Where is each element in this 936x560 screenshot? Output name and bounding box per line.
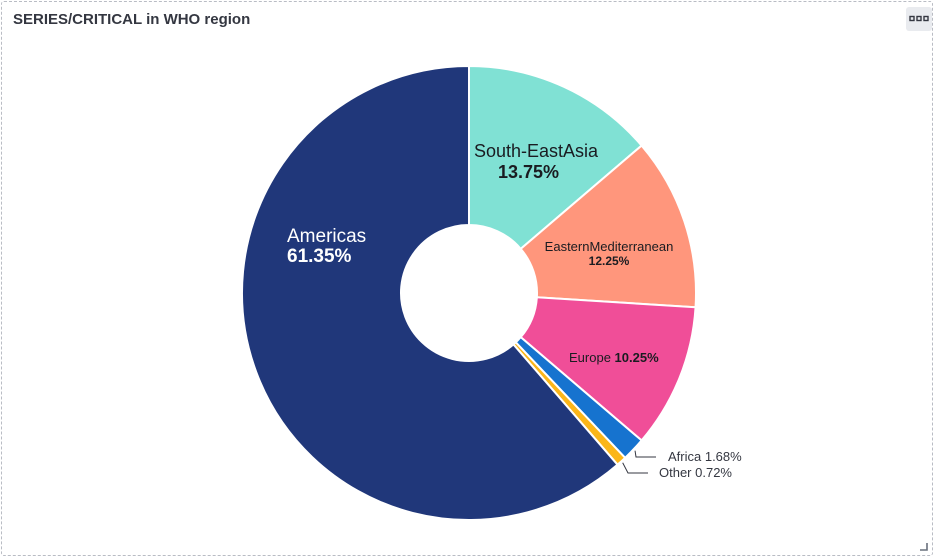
slice-americas[interactable] [241,64,619,521]
label-europe: Europe 10.25% [569,350,659,365]
slice-south-eastasia[interactable] [468,64,644,251]
panel-title: SERIES/CRITICAL in WHO region [13,11,251,28]
label-americas-name: Americas [287,226,366,247]
label-easternmediterranean-name: EasternMediterranean [545,239,674,254]
label-south-eastasia-value: 13.75% [498,162,559,182]
slice-europe[interactable] [519,296,697,442]
resize-corner-icon[interactable] [918,541,928,551]
leader-line-other [622,462,648,474]
slice-easternmediterranean[interactable] [519,144,697,309]
label-south-eastasia-name: South-EastAsia [474,141,599,161]
label-easternmediterranean-value: 12.25% [589,254,630,268]
label-africa: Africa 1.68% [668,449,742,464]
dots-horizontal-icon [909,15,929,22]
label-other: Other 0.72% [659,465,732,480]
label-americas-value: 61.35% [287,246,352,267]
leader-line-africa [634,450,656,458]
panel-options-button[interactable] [906,7,932,31]
